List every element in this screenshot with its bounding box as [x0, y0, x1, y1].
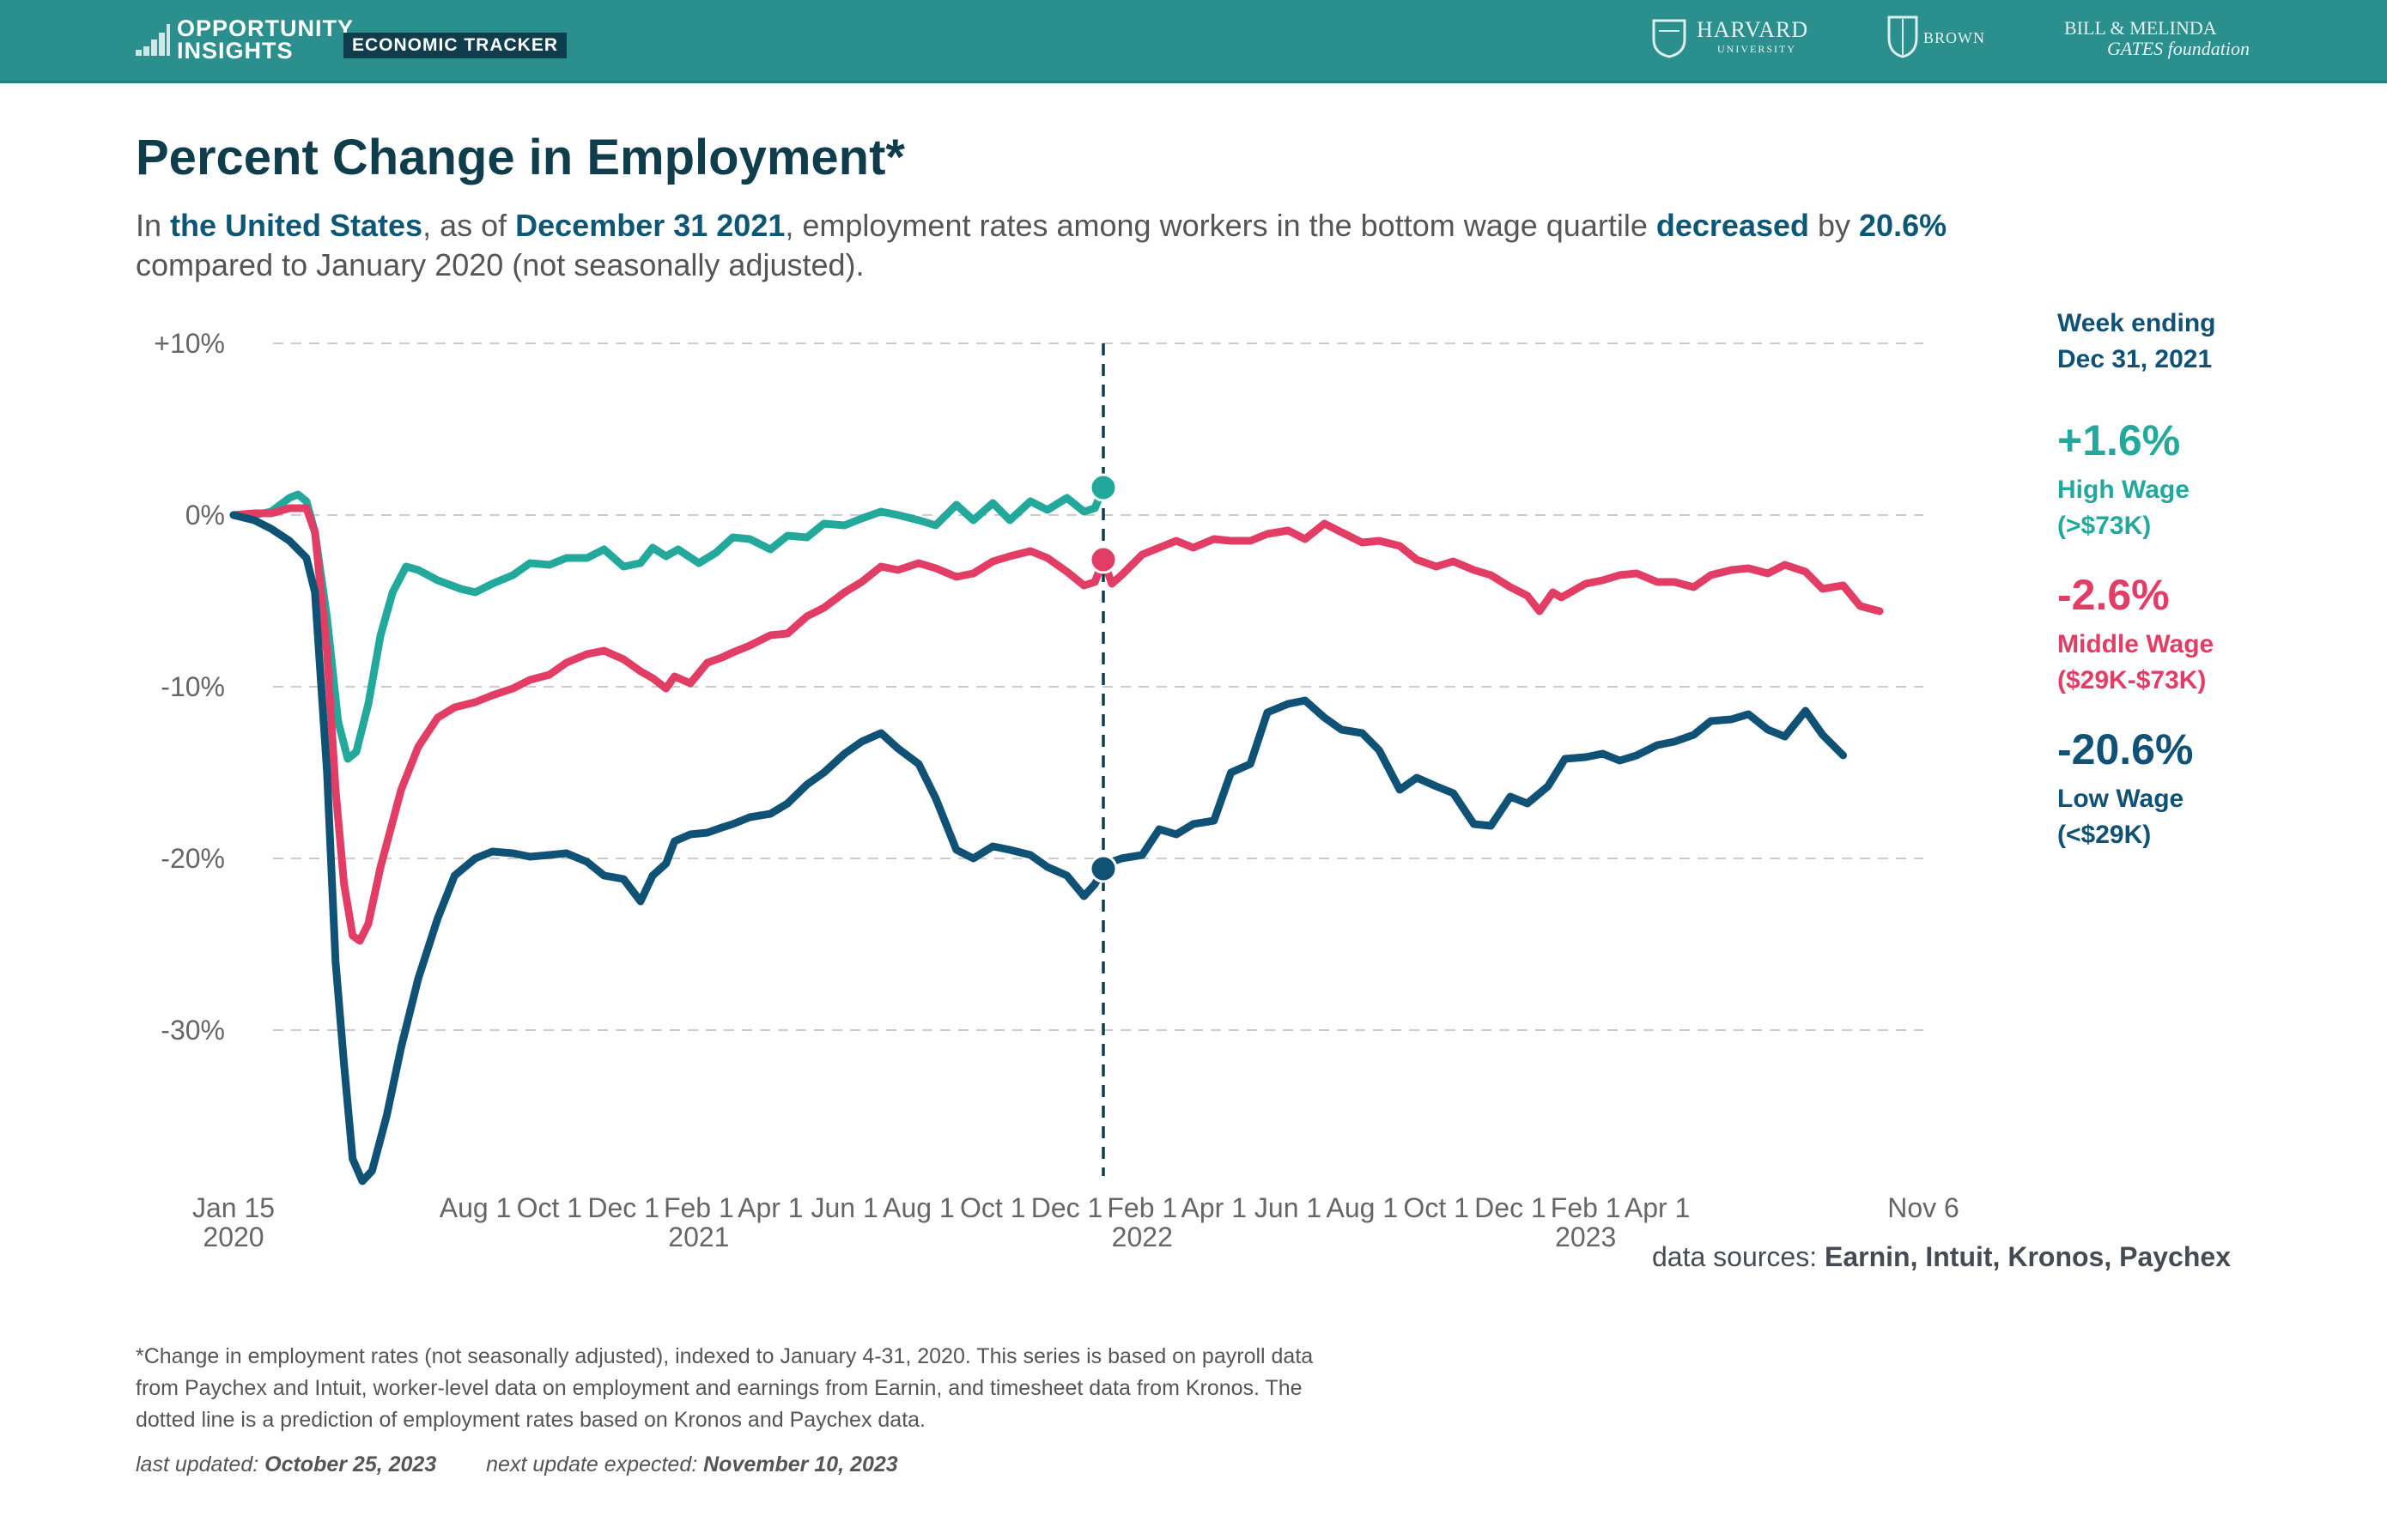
low-wage-point — [1089, 854, 1118, 883]
x-tick-label: Apr 1 — [1625, 1192, 1690, 1223]
brown-shield-icon — [1887, 15, 1918, 58]
subtitle-text: In — [136, 208, 171, 243]
grid-layer — [273, 343, 1923, 1031]
x-tick-label: Aug 1 — [1327, 1192, 1399, 1223]
subtitle-text: by — [1809, 208, 1860, 243]
partner-gates-line1[interactable]: BILL & MELINDA — [2064, 17, 2217, 39]
subtitle-text: , employment rates among workers in the … — [785, 208, 1656, 243]
high-wage-point — [1089, 473, 1118, 502]
low-wage-label[interactable]: Low Wage — [2057, 785, 2184, 813]
x-tick-year: 2020 — [203, 1222, 264, 1252]
logo-line1: OPPORTUNITY — [177, 15, 355, 41]
x-tick-label: Feb 1 — [1551, 1192, 1621, 1223]
footnote: *Change in employment rates (not seasona… — [136, 1344, 1314, 1432]
marker-layer — [1089, 343, 1118, 1176]
series-layer — [229, 483, 1884, 1185]
x-tick-label: Apr 1 — [738, 1192, 803, 1223]
next-update-label: next update expected: — [486, 1452, 704, 1476]
page-subtitle: In the United States, as of December 31 … — [136, 206, 2076, 285]
y-tick-label: 0% — [185, 500, 225, 531]
x-tick-year: 2022 — [1112, 1222, 1173, 1252]
high-wage-line — [229, 483, 1108, 763]
middle-wage-range: ($29K-$73K) — [2057, 666, 2207, 694]
x-tick-label: Dec 1 — [1031, 1192, 1103, 1223]
last-updated-label: last updated: — [136, 1452, 265, 1476]
x-tick-label: Oct 1 — [960, 1192, 1025, 1223]
bar-chart-logo-icon — [136, 24, 170, 56]
middle-wage-line — [229, 504, 1884, 945]
x-tick-year: 2021 — [668, 1222, 729, 1252]
high-wage-value: +1.6% — [2057, 416, 2181, 464]
subtitle-text: , as of — [422, 208, 516, 243]
low-wage-line — [229, 511, 1848, 1185]
data-sources-label: data sources: — [1652, 1241, 1825, 1272]
x-tick-label: Oct 1 — [517, 1192, 582, 1223]
x-tick-label: Jan 15 — [192, 1192, 275, 1223]
data-sources-list[interactable]: Earnin, Intuit, Kronos, Paychex — [1825, 1241, 2231, 1272]
x-tick-label: Feb 1 — [1107, 1192, 1177, 1223]
partner-harvard[interactable]: HARVARD — [1697, 17, 1809, 42]
last-updated-date: October 25, 2023 — [264, 1452, 437, 1476]
partner-gates-line2: GATES foundation — [2107, 38, 2250, 59]
subtitle-date[interactable]: December 31 2021 — [515, 208, 786, 243]
y-tick-label: -20% — [161, 843, 225, 874]
next-update-date: November 10, 2023 — [703, 1452, 898, 1476]
subtitle-value: 20.6% — [1859, 208, 1947, 243]
middle-wage-point — [1089, 545, 1118, 574]
subtitle-text: compared to January 2020 (not seasonally… — [136, 247, 865, 282]
high-wage-range: (>$73K) — [2057, 512, 2152, 540]
y-tick-label: -10% — [161, 671, 225, 702]
x-tick-label: Nov 6 — [1887, 1192, 1959, 1223]
x-tick-label: Aug 1 — [883, 1192, 955, 1223]
x-tick-label: Jun 1 — [811, 1192, 878, 1223]
x-tick-label: Feb 1 — [664, 1192, 734, 1223]
low-wage-value: -20.6% — [2057, 725, 2194, 773]
subtitle-direction: decreased — [1655, 208, 1809, 243]
middle-wage-label[interactable]: Middle Wage — [2057, 630, 2214, 658]
week-ending-line2: Dec 31, 2021 — [2057, 345, 2213, 373]
x-tick-label: Apr 1 — [1181, 1192, 1247, 1223]
harvard-shield-icon — [1652, 19, 1686, 58]
x-tick-year: 2023 — [1555, 1222, 1616, 1252]
x-tick-label: Oct 1 — [1403, 1192, 1468, 1223]
economic-tracker-badge[interactable]: ECONOMIC TRACKER — [343, 33, 567, 58]
x-tick-label: Jun 1 — [1254, 1192, 1321, 1223]
logo-line2: INSIGHTS — [177, 38, 294, 64]
x-tick-label: Dec 1 — [1474, 1192, 1546, 1223]
x-tick-label: Aug 1 — [440, 1192, 512, 1223]
low-wage-range: (<$29K) — [2057, 821, 2152, 849]
data-sources: data sources: Earnin, Intuit, Kronos, Pa… — [1652, 1241, 2231, 1273]
partner-brown[interactable]: BROWN — [1923, 29, 1985, 46]
high-wage-label[interactable]: High Wage — [2057, 476, 2190, 504]
partner-harvard-sub: UNIVERSITY — [1717, 43, 1796, 55]
header-bar: OPPORTUNITY INSIGHTS ECONOMIC TRACKER HA… — [0, 0, 2387, 83]
x-tick-label: Dec 1 — [587, 1192, 659, 1223]
page-title: Percent Change in Employment* — [136, 130, 905, 185]
y-tick-label: +10% — [154, 328, 225, 359]
y-tick-label: -30% — [161, 1015, 225, 1046]
update-info: last updated: October 25, 2023 next upda… — [136, 1452, 898, 1477]
week-ending-line1: Week ending — [2057, 309, 2216, 337]
subtitle-location[interactable]: the United States — [170, 208, 423, 243]
middle-wage-value: -2.6% — [2057, 571, 2170, 619]
